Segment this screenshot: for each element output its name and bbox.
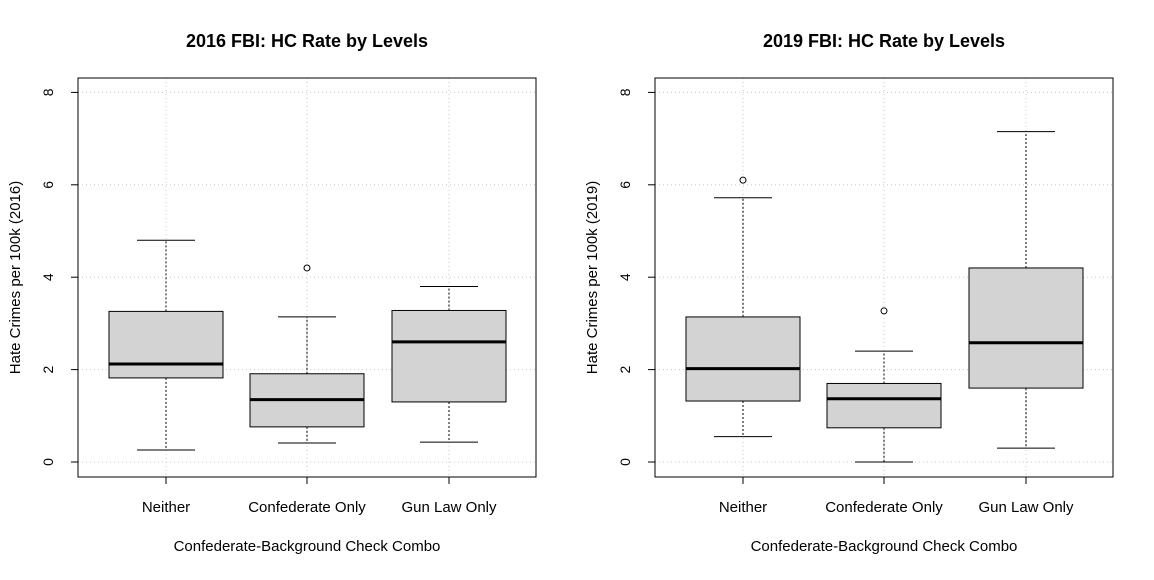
y-tick-label: 8 <box>40 88 56 96</box>
y-tick-label: 2 <box>40 365 56 373</box>
box-3 <box>391 285 507 443</box>
box-iqr <box>108 310 224 379</box>
outlier-point <box>739 176 747 184</box>
y-tick-label: 6 <box>40 181 56 189</box>
box-2 <box>826 307 942 463</box>
outlier-point <box>880 307 888 315</box>
y-tick-label: 0 <box>40 458 56 466</box>
y-tick-label: 2 <box>617 365 633 373</box>
x-tick-label: Confederate Only <box>825 499 943 516</box>
x-tick-label: Neither <box>142 499 190 516</box>
chart-title: 2019 FBI: HC Rate by Levels <box>763 31 1005 51</box>
box-iqr <box>685 316 801 402</box>
box-iqr <box>968 267 1084 389</box>
box-1 <box>685 176 801 438</box>
x-tick-label: Gun Law Only <box>978 499 1074 516</box>
box-2 <box>249 264 365 444</box>
x-tick-label: Confederate Only <box>248 499 366 516</box>
y-axis-label: Hate Crimes per 100k (2016) <box>7 181 24 374</box>
y-tick-label: 6 <box>617 181 633 189</box>
box-iqr <box>391 309 507 403</box>
y-tick-label: 0 <box>617 458 633 466</box>
chart-title: 2016 FBI: HC Rate by Levels <box>186 31 428 51</box>
y-tick-label: 8 <box>617 88 633 96</box>
y-tick-label: 4 <box>617 273 633 281</box>
y-tick-label: 4 <box>40 273 56 281</box>
box-1 <box>108 239 224 451</box>
x-tick-label: Gun Law Only <box>401 499 497 516</box>
chart-panel-2: 2019 FBI: HC Rate by Levels 0 2 4 6 8 Neither C… <box>584 31 1114 555</box>
box-iqr <box>826 382 942 429</box>
box-3 <box>968 131 1084 449</box>
chart-panel-1: 2016 FBI: HC Rate by Levels 0 2 4 6 8 Neither C… <box>7 31 537 555</box>
outlier-point <box>303 264 311 272</box>
x-axis-label: Confederate-Background Check Combo <box>751 538 1018 555</box>
x-tick-label: Neither <box>719 499 767 516</box>
x-axis-label: Confederate-Background Check Combo <box>174 538 441 555</box>
y-axis-label: Hate Crimes per 100k (2019) <box>584 181 601 374</box>
